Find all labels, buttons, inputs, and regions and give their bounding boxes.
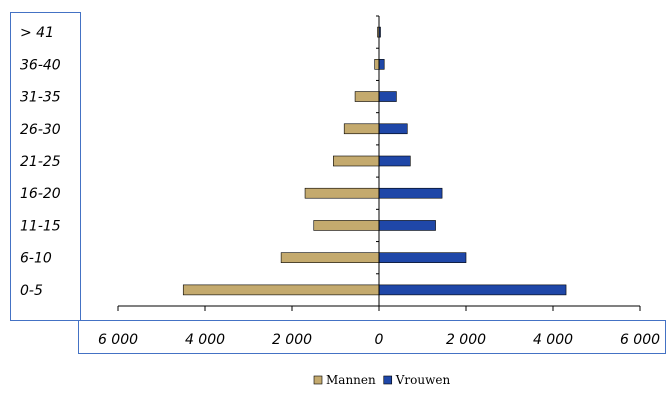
category-tick-labels: 0-5 6-10 11-15 16-20 21-25 26-30 31-35 36-40 > 4… bbox=[20, 25, 61, 299]
bar-mannen-1620 bbox=[304, 187, 380, 199]
category-label: 36-40 bbox=[20, 57, 61, 73]
bar-vrouwen-05 bbox=[378, 284, 567, 296]
bar-vrouwen-1115 bbox=[378, 220, 436, 231]
bar-mannen-1115 bbox=[313, 220, 380, 231]
category-label: 31-35 bbox=[20, 90, 61, 106]
legend-swatch-mannen bbox=[313, 375, 323, 385]
bar-vrouwen-1620 bbox=[378, 187, 443, 199]
bar-mannen-05 bbox=[182, 284, 380, 296]
bar-vrouwen-3135 bbox=[378, 91, 397, 102]
category-label: 16-20 bbox=[20, 186, 61, 202]
bar-mannen-3640 bbox=[374, 59, 380, 70]
legend-label-vrouwen: Vrouwen bbox=[395, 373, 451, 387]
category-label: 21-25 bbox=[20, 154, 61, 170]
value-tick-label: 4 000 bbox=[185, 332, 225, 348]
value-tick-label: 4 000 bbox=[533, 332, 573, 348]
series-mannen bbox=[182, 26, 380, 296]
bar-vrouwen-610 bbox=[378, 252, 467, 263]
value-tick-label: 2 000 bbox=[446, 332, 486, 348]
bar-vrouwen-2630 bbox=[378, 123, 408, 135]
legend-label-mannen: Mannen bbox=[326, 373, 376, 387]
category-axis-frame bbox=[10, 12, 81, 321]
legend: Mannen Vrouwen bbox=[313, 373, 451, 387]
bar-mannen-2125 bbox=[333, 155, 380, 167]
category-label: 11-15 bbox=[20, 218, 61, 234]
axes bbox=[117, 15, 641, 311]
category-label: > 41 bbox=[20, 25, 54, 41]
category-label: 6-10 bbox=[20, 251, 52, 267]
series-vrouwen bbox=[378, 26, 567, 296]
value-tick-label: 6 000 bbox=[98, 332, 138, 348]
value-tick-labels: 6 000 4 000 2 000 0 2 000 4 000 6 000 bbox=[98, 332, 660, 348]
bar-vrouwen-2125 bbox=[378, 155, 411, 167]
legend-swatch-vrouwen bbox=[383, 375, 393, 385]
category-label: 26-30 bbox=[20, 122, 61, 138]
value-tick-label: 2 000 bbox=[272, 332, 312, 348]
value-axis-frame bbox=[78, 320, 666, 354]
bar-mannen-3135 bbox=[354, 91, 380, 102]
bar-mannen-2630 bbox=[343, 123, 380, 135]
value-tick-label: 0 bbox=[375, 332, 384, 348]
bar-mannen-610 bbox=[280, 252, 380, 263]
bar-vrouwen-3640 bbox=[378, 59, 385, 70]
category-label: 0-5 bbox=[20, 283, 43, 299]
value-tick-label: 6 000 bbox=[620, 332, 660, 348]
